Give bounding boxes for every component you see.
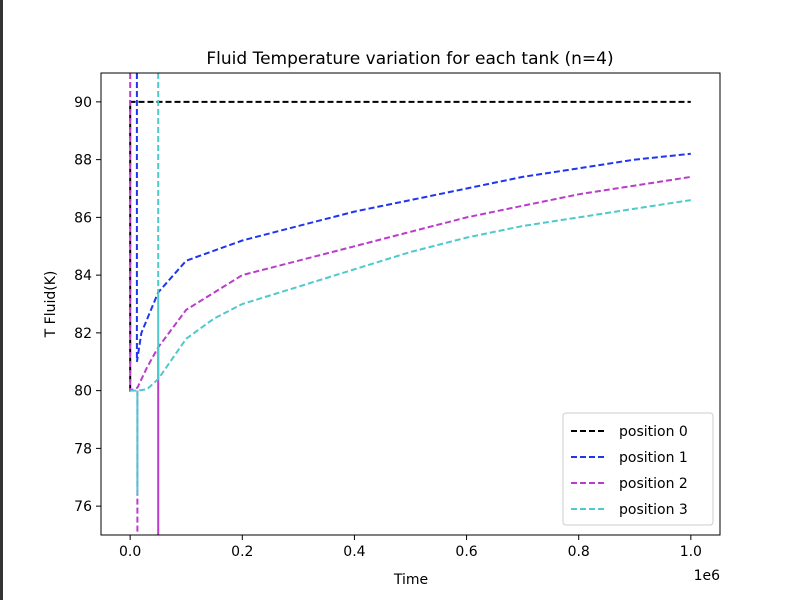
y-tick-label: 86 <box>74 210 92 226</box>
y-tick-label: 80 <box>74 384 92 400</box>
x-tick-label: 0.6 <box>455 544 477 560</box>
series-line-3 <box>130 199 691 392</box>
window-edge <box>0 0 3 600</box>
x-tick-label: 0.4 <box>343 544 365 560</box>
chart-title: Fluid Temperature variation for each tan… <box>206 49 613 69</box>
x-tick-label: 1.0 <box>680 544 702 560</box>
x-offset-label: 1e6 <box>694 568 721 584</box>
x-tick-label: 0.2 <box>231 544 253 560</box>
series-line-2 <box>129 73 691 393</box>
legend-label: position 0 <box>619 424 688 440</box>
y-tick-label: 82 <box>74 326 92 342</box>
series-line-1 <box>135 73 691 362</box>
y-tick-label: 76 <box>74 499 92 515</box>
y-axis-label: T Fluid(K) <box>43 271 59 339</box>
y-tick-label: 88 <box>74 153 92 169</box>
series-line-0 <box>129 100 691 391</box>
legend-label: position 3 <box>619 502 688 518</box>
legend: position 0 position 1 position 2 position 3 <box>562 412 714 526</box>
x-tick-label: 0.0 <box>119 544 141 560</box>
y-tick-label: 84 <box>74 268 92 284</box>
legend-label: position 2 <box>619 476 688 492</box>
y-tick-label: 90 <box>74 95 92 111</box>
legend-label: position 1 <box>619 450 688 466</box>
plot-frame <box>100 72 721 536</box>
x-axis-label: Time <box>393 572 428 588</box>
x-tick-label: 0.8 <box>568 544 590 560</box>
y-tick-label: 78 <box>74 441 92 457</box>
legend-box <box>562 412 714 526</box>
